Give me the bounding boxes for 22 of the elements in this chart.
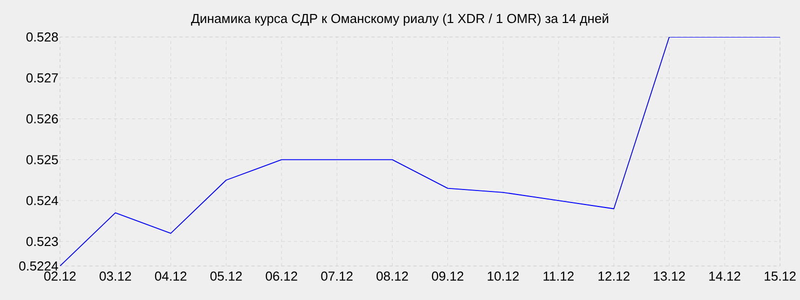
x-tick-label: 11.12 bbox=[544, 272, 574, 281]
x-tick-label: 10.12 bbox=[488, 272, 519, 281]
y-tick-label: 0.523 bbox=[26, 236, 58, 246]
y-tick-label: 0.528 bbox=[26, 32, 58, 42]
x-tick-label: 02.12 bbox=[44, 272, 76, 281]
chart-title: Динамика курса СДР к Оманскому риалу (1 XDR / 1 OMR) за 14 дней bbox=[191, 13, 608, 26]
y-tick-label: 0.524 bbox=[26, 196, 58, 206]
x-tick-label: 09.12 bbox=[432, 272, 464, 281]
x-tick-label: 03.12 bbox=[100, 272, 131, 281]
x-tick-label: 08.12 bbox=[376, 272, 408, 281]
y-tick-label: 0.525 bbox=[26, 155, 58, 164]
x-tick-label: 12.12 bbox=[598, 272, 630, 281]
x-tick-label: 06.12 bbox=[266, 272, 298, 281]
y-tick-label: 0.526 bbox=[26, 114, 58, 124]
y-tick-label: 0.5224 bbox=[19, 261, 58, 271]
x-tick-label: 04.12 bbox=[155, 272, 186, 281]
x-tick-label: 14.12 bbox=[709, 272, 740, 281]
y-tick-label: 0.527 bbox=[26, 73, 58, 82]
x-tick-label: 05.12 bbox=[210, 272, 242, 281]
x-tick-label: 15.12 bbox=[764, 272, 796, 281]
x-tick-label: 13.12 bbox=[654, 272, 685, 281]
x-tick-label: 07.12 bbox=[321, 272, 353, 281]
